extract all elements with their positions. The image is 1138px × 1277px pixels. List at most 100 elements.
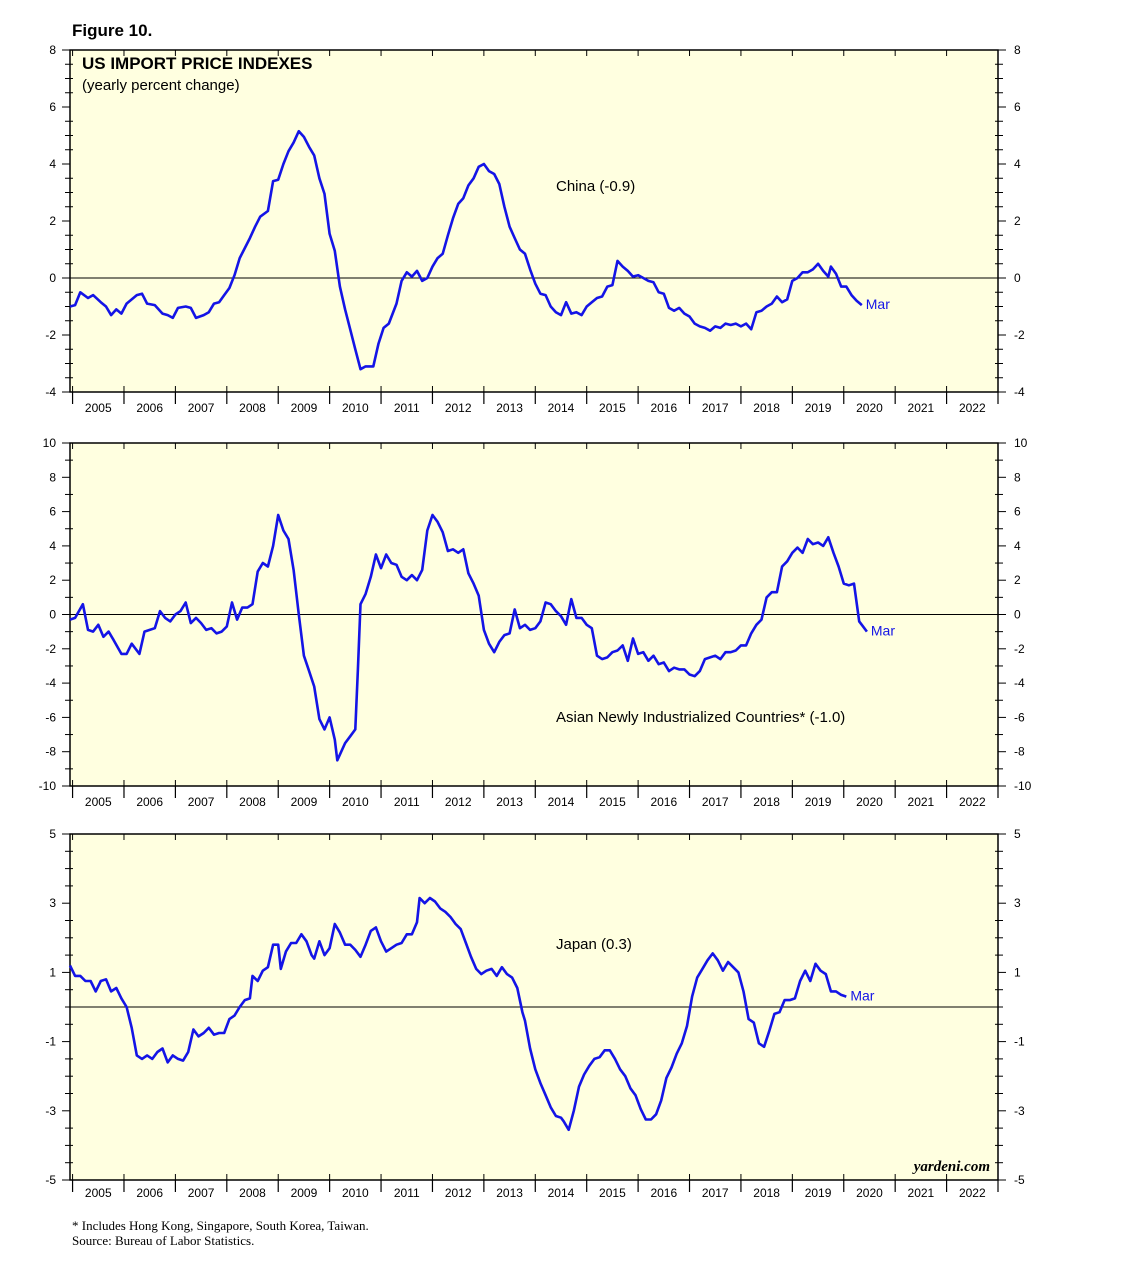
china-panel: -4 -4 -2 -2 0 0 2 2 4 4 6 6 8 8 2005 2006 2007 2008 2009 20…: [45, 43, 1025, 415]
x-tick-label: 2007: [188, 1186, 215, 1200]
y-tick-label-right: 3: [1014, 896, 1021, 910]
x-tick-label: 2012: [445, 1186, 472, 1200]
y-tick-label-left: -10: [39, 779, 57, 793]
y-tick-label-left: -3: [45, 1104, 56, 1118]
x-tick-label: 2020: [856, 401, 883, 415]
y-tick-label-left: 8: [49, 43, 56, 57]
y-tick-label-right: 10: [1014, 436, 1028, 450]
x-tick-label: 2018: [753, 1186, 780, 1200]
y-tick-label-right: 8: [1014, 43, 1021, 57]
y-tick-label-left: 0: [49, 271, 56, 285]
y-tick-label-left: 5: [49, 827, 56, 841]
y-tick-label-left: 6: [49, 505, 56, 519]
y-tick-label-left: 8: [49, 470, 56, 484]
x-tick-label: 2008: [239, 795, 266, 809]
y-tick-label-left: -1: [45, 1035, 56, 1049]
x-tick-label: 2011: [394, 795, 420, 809]
x-tick-label: 2005: [85, 795, 112, 809]
y-tick-label-left: 2: [49, 214, 56, 228]
series-line: [69, 129, 863, 371]
x-tick-label: 2010: [342, 401, 369, 415]
y-tick-label-right: 2: [1014, 214, 1021, 228]
x-tick-label: 2009: [291, 795, 318, 809]
y-tick-label-left: 6: [49, 100, 56, 114]
end-label: Mar: [850, 988, 874, 1004]
x-tick-label: 2019: [805, 401, 832, 415]
x-tick-label: 2007: [188, 401, 215, 415]
y-tick-label-right: -5: [1014, 1173, 1025, 1187]
y-tick-label-right: 4: [1014, 539, 1021, 553]
y-tick-label-left: -2: [45, 328, 56, 342]
x-tick-label: 2016: [650, 401, 677, 415]
x-tick-label: 2012: [445, 795, 472, 809]
end-label: Mar: [871, 623, 895, 639]
japan-panel: -5 -5 -3 -3 -1 -1 1 1 3 3 5 5 2005 2006 2007 2008 2009 20…: [45, 827, 1025, 1200]
series-label: Asian Newly Industrialized Countries* (-…: [556, 709, 845, 726]
y-tick-label-left: 2: [49, 573, 56, 587]
x-tick-label: 2005: [85, 401, 112, 415]
x-tick-label: 2015: [599, 1186, 626, 1200]
x-tick-label: 2020: [856, 795, 883, 809]
figure-label: Figure 10.: [72, 21, 152, 40]
y-tick-label-left: 4: [49, 539, 56, 553]
x-tick-label: 2007: [188, 795, 215, 809]
x-tick-label: 2019: [805, 795, 832, 809]
y-tick-label-right: -3: [1014, 1104, 1025, 1118]
x-tick-label: 2014: [548, 795, 575, 809]
x-tick-label: 2008: [239, 401, 266, 415]
x-tick-label: 2012: [445, 401, 472, 415]
x-tick-label: 2009: [291, 401, 318, 415]
x-tick-label: 2017: [702, 795, 729, 809]
x-tick-label: 2006: [136, 1186, 163, 1200]
x-tick-label: 2015: [599, 401, 626, 415]
x-tick-label: 2019: [805, 1186, 832, 1200]
y-tick-label-left: 0: [49, 608, 56, 622]
y-tick-label-left: 3: [49, 896, 56, 910]
x-tick-label: 2021: [908, 795, 935, 809]
x-tick-label: 2013: [496, 1186, 523, 1200]
source-note: Source: Bureau of Labor Statistics.: [72, 1233, 254, 1248]
x-tick-label: 2006: [136, 795, 163, 809]
y-tick-label-right: 2: [1014, 573, 1021, 587]
watermark: yardeni.com: [912, 1159, 990, 1175]
y-tick-label-left: 1: [49, 965, 56, 979]
chart-title: US IMPORT PRICE INDEXES: [82, 54, 312, 73]
x-tick-label: 2018: [753, 401, 780, 415]
x-tick-label: 2006: [136, 401, 163, 415]
x-tick-label: 2020: [856, 1186, 883, 1200]
y-tick-label-left: -5: [45, 1173, 56, 1187]
asian-nic-panel: -10 -10 -8 -8 -6 -6 -4 -4 -2 -2 0 0 2 2 4 4 6 6 8 8 10 10 2005…: [39, 436, 1032, 809]
x-tick-label: 2022: [959, 1186, 986, 1200]
y-tick-label-left: -8: [45, 745, 56, 759]
x-tick-label: 2014: [548, 401, 575, 415]
y-tick-label-left: -6: [45, 710, 56, 724]
y-tick-label-right: -8: [1014, 745, 1025, 759]
y-tick-label-right: -2: [1014, 328, 1025, 342]
y-tick-label-right: 1: [1014, 965, 1021, 979]
y-tick-label-left: 10: [43, 436, 57, 450]
x-tick-label: 2013: [496, 401, 523, 415]
y-tick-label-right: 0: [1014, 271, 1021, 285]
y-tick-label-left: -4: [45, 385, 56, 399]
y-tick-label-right: -6: [1014, 710, 1025, 724]
x-tick-label: 2018: [753, 795, 780, 809]
x-tick-label: 2011: [394, 1186, 420, 1200]
y-tick-label-right: 4: [1014, 157, 1021, 171]
x-tick-label: 2008: [239, 1186, 266, 1200]
series-line: [68, 896, 847, 1132]
x-tick-label: 2021: [908, 401, 935, 415]
y-tick-label-right: 6: [1014, 100, 1021, 114]
x-tick-label: 2010: [342, 1186, 369, 1200]
y-tick-label-right: -4: [1014, 676, 1025, 690]
y-tick-label-right: 0: [1014, 608, 1021, 622]
x-tick-label: 2022: [959, 795, 986, 809]
y-tick-label-right: 5: [1014, 827, 1021, 841]
series-label: China (-0.9): [556, 178, 635, 195]
x-tick-label: 2017: [702, 1186, 729, 1200]
x-tick-label: 2009: [291, 1186, 318, 1200]
chart-subtitle: (yearly percent change): [82, 77, 240, 94]
plot-area: [69, 49, 999, 393]
x-tick-label: 2005: [85, 1186, 112, 1200]
y-tick-label-left: -2: [45, 642, 56, 656]
